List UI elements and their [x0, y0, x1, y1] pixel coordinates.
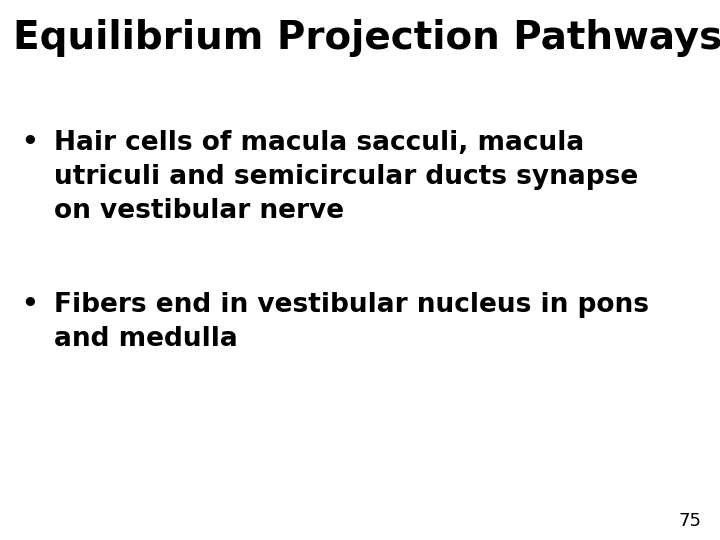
Text: Fibers end in vestibular nucleus in pons
and medulla: Fibers end in vestibular nucleus in pons… — [54, 292, 649, 352]
Text: •: • — [22, 130, 38, 156]
Text: •: • — [22, 292, 38, 318]
Text: Hair cells of macula sacculi, macula
utriculi and semicircular ducts synapse
on : Hair cells of macula sacculi, macula utr… — [54, 130, 638, 224]
Text: 75: 75 — [679, 512, 702, 530]
Text: Equilibrium Projection Pathways: Equilibrium Projection Pathways — [13, 19, 720, 57]
